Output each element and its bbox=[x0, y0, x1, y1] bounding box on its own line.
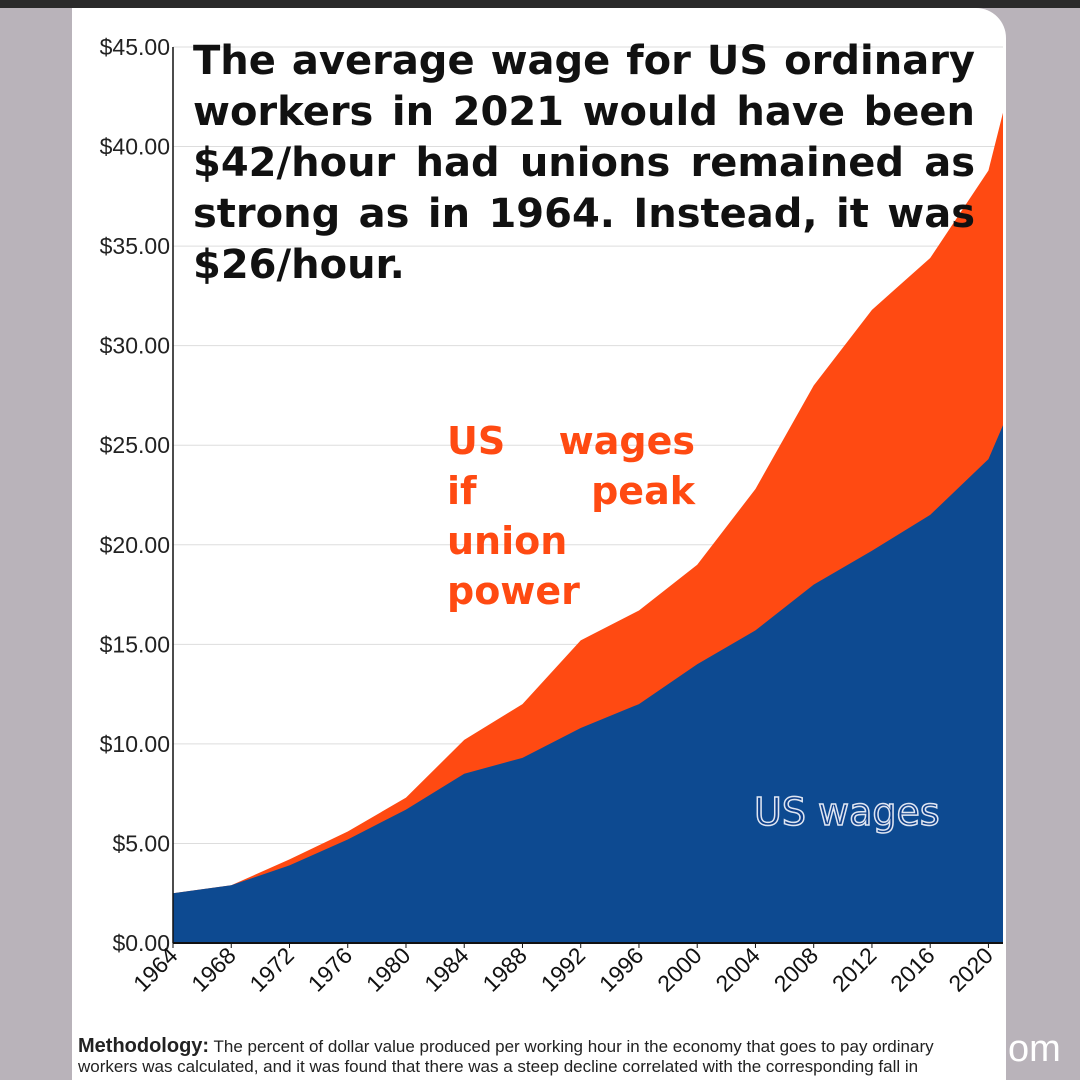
x-tick-label: 2020 bbox=[943, 942, 998, 997]
area bbox=[173, 425, 1003, 943]
x-tick-label: 2012 bbox=[827, 942, 882, 997]
y-tick-label: $25.00 bbox=[100, 432, 170, 458]
y-tick-label: $30.00 bbox=[100, 333, 170, 359]
footnote-line: workers was calculated, and it was found… bbox=[78, 1057, 919, 1076]
y-tick-label: $0.00 bbox=[112, 930, 170, 956]
top-strip bbox=[0, 0, 1080, 8]
series-annotation: US wages if peak union power bbox=[447, 419, 695, 613]
y-tick-label: $45.00 bbox=[100, 34, 170, 60]
x-tick-label: 1972 bbox=[244, 942, 299, 997]
y-tick-label: $40.00 bbox=[100, 134, 170, 160]
x-tick-label: 1988 bbox=[477, 942, 532, 997]
x-tick-label: 1984 bbox=[419, 942, 474, 997]
chart-title: The average wage for US ordinary workers… bbox=[193, 38, 975, 288]
y-tick-label: $5.00 bbox=[112, 830, 170, 856]
y-tick-label: $35.00 bbox=[100, 233, 170, 259]
x-tick-label: 1976 bbox=[303, 942, 358, 997]
x-tick-label: 2000 bbox=[652, 942, 707, 997]
x-tick-label: 2008 bbox=[769, 942, 824, 997]
x-tick-label: 1968 bbox=[186, 942, 241, 997]
y-tick-label: $20.00 bbox=[100, 532, 170, 558]
x-tick-label: 1980 bbox=[361, 942, 416, 997]
x-tick-label: 1996 bbox=[594, 942, 649, 997]
y-tick-label: $15.00 bbox=[100, 631, 170, 657]
x-tick-label: 2016 bbox=[885, 942, 940, 997]
footnote-line: The percent of dollar value produced per… bbox=[213, 1037, 934, 1056]
x-tick-label: 1992 bbox=[536, 942, 591, 997]
footnote: Methodology: The percent of dollar value… bbox=[78, 1036, 1008, 1080]
y-tick-label: $10.00 bbox=[100, 731, 170, 757]
x-tick-label: 2004 bbox=[710, 942, 765, 997]
watermark: om bbox=[1008, 1028, 1061, 1070]
footnote-label: Methodology: bbox=[78, 1036, 210, 1057]
series-annotation: US wages bbox=[753, 789, 940, 835]
